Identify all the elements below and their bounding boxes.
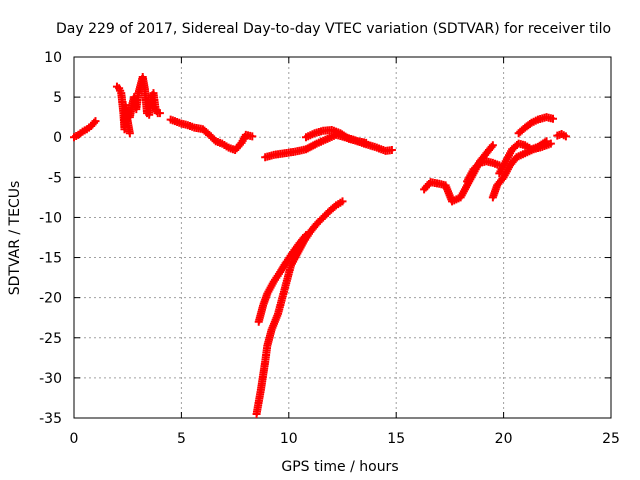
data-point (549, 114, 558, 123)
data-point-fill (300, 232, 309, 241)
x-tick-label: 20 (495, 431, 513, 447)
y-tick-label: -30 (39, 371, 62, 387)
data-point (338, 197, 347, 206)
data-point (546, 139, 555, 148)
x-tick-label: 5 (177, 431, 186, 447)
chart-title: Day 229 of 2017, Sidereal Day-to-day VTE… (56, 21, 611, 37)
x-tick-label: 0 (70, 431, 79, 447)
series-arc-14 (553, 130, 570, 141)
series-arc-5 (252, 197, 347, 418)
gridlines (74, 57, 611, 418)
data-point (248, 132, 257, 141)
axis-ticks: 0 5 10 15 20 25 -35 -30 -25 -20 -15 -10 -5 0 5 10 (39, 50, 620, 447)
series-arc-12 (495, 137, 551, 178)
series-arc-6 (254, 231, 310, 326)
data-point (488, 141, 497, 150)
plot-frame (73, 56, 612, 419)
series-arc-4 (166, 115, 257, 155)
data-point (561, 132, 570, 141)
y-axis-title: SDTVAR / TECUs (7, 181, 23, 296)
data-point-fill (487, 142, 496, 151)
series-arc-7 (261, 130, 396, 162)
data-point (91, 117, 100, 126)
y-tick-label: -35 (39, 411, 62, 427)
series-arc-3 (125, 73, 164, 122)
y-tick-label: -20 (39, 291, 62, 307)
data-point (125, 129, 134, 138)
data-point-fill (90, 118, 99, 127)
y-tick-label: 0 (53, 130, 62, 146)
y-tick-label: -5 (48, 170, 62, 186)
series-arc-1 (70, 117, 100, 142)
series-arc-8 (301, 126, 371, 147)
x-tick-label: 10 (280, 431, 298, 447)
x-axis-title: GPS time / hours (281, 459, 398, 475)
series-arc-9 (420, 141, 497, 206)
data-point (301, 231, 310, 240)
data-point (362, 138, 371, 147)
y-tick-label: -15 (39, 251, 62, 267)
y-tick-label: 10 (44, 50, 62, 66)
data-points (70, 73, 570, 418)
x-tick-label: 25 (602, 431, 620, 447)
y-tick-label: -25 (39, 331, 62, 347)
y-tick-label: 5 (53, 90, 62, 106)
data-point (155, 109, 164, 118)
x-tick-label: 15 (387, 431, 405, 447)
y-tick-label: -10 (39, 210, 62, 226)
series-arc-10 (463, 157, 504, 186)
data-point (542, 137, 551, 146)
series-arc-13 (514, 113, 558, 138)
data-point (387, 146, 396, 155)
